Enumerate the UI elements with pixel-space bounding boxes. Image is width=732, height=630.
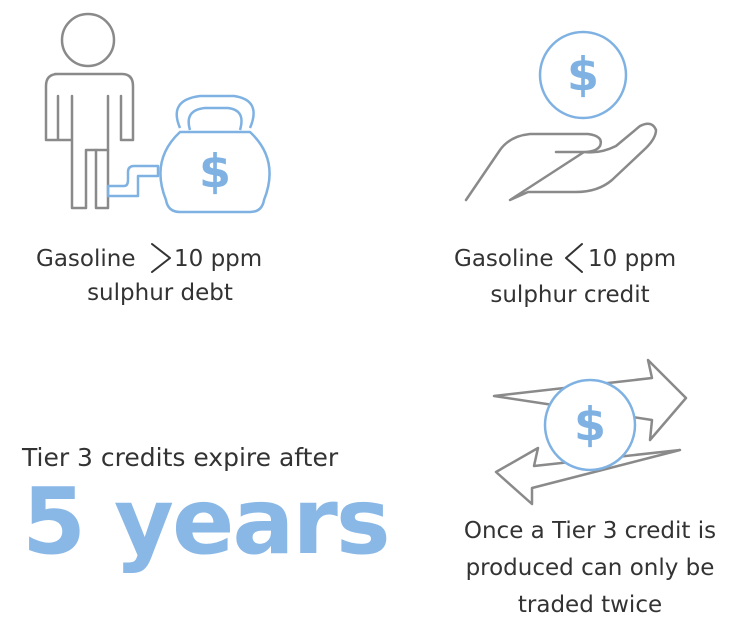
highlight: 5 years — [22, 468, 389, 575]
trade-icon: $ — [492, 358, 688, 506]
label: 10 ppm — [588, 246, 676, 272]
label: Gasoline — [36, 246, 135, 272]
label: sulphur credit — [490, 282, 649, 308]
greater-than — [151, 243, 171, 273]
label: Gasoline — [454, 246, 553, 272]
less-than — [565, 243, 583, 273]
debt-icon: $ — [44, 12, 271, 214]
credit-icon: $ — [464, 30, 658, 202]
caption: Tier 3 credits expire after — [21, 443, 339, 472]
dollar-sign: $ — [574, 398, 606, 452]
dollar-sign: $ — [567, 48, 599, 102]
label: 10 ppm — [174, 246, 262, 272]
label: produced can only be — [466, 555, 715, 581]
label: Once a Tier 3 credit is — [464, 518, 716, 544]
label: traded twice — [518, 592, 662, 618]
label: sulphur debt — [87, 280, 233, 306]
dollar-sign: $ — [199, 145, 231, 199]
